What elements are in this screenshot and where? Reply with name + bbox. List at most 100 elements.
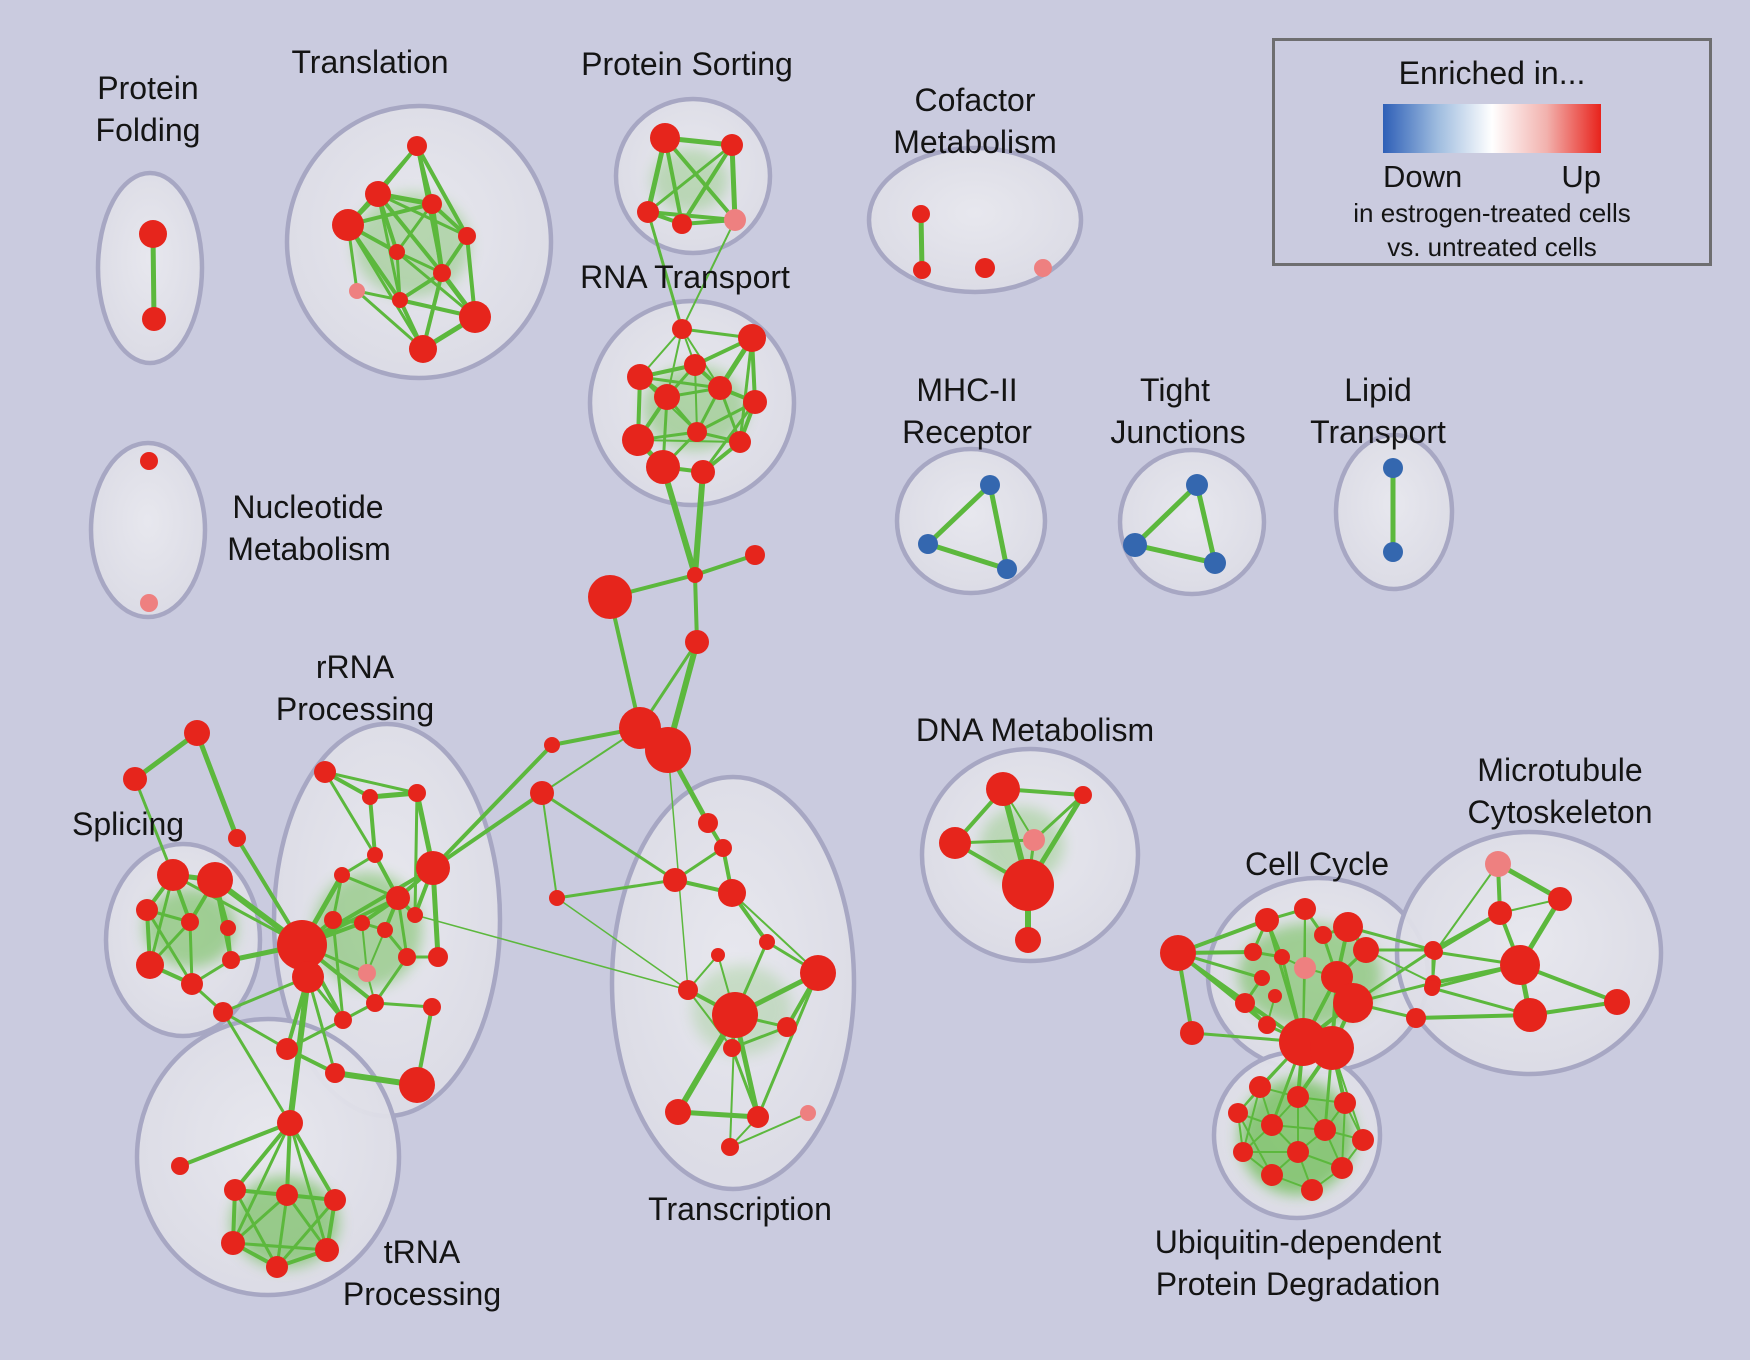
cluster-label: Splicing xyxy=(72,806,184,842)
gene-set-node xyxy=(416,851,450,885)
similarity-edge xyxy=(693,553,757,577)
gene-set-node xyxy=(367,847,383,863)
gene-set-node xyxy=(408,784,426,802)
similarity-edge xyxy=(918,211,925,273)
similarity-edge xyxy=(756,971,820,1119)
gene-set-node xyxy=(1235,993,1255,1013)
gene-set-node xyxy=(980,475,1000,495)
similarity-edge xyxy=(1132,542,1218,566)
gene-set-node xyxy=(721,134,743,156)
similarity-edge xyxy=(178,1121,292,1168)
gene-set-node xyxy=(136,951,164,979)
gene-set-node xyxy=(986,772,1020,806)
gene-set-node xyxy=(458,227,476,245)
cluster-ellipse-mhc-ii-receptor xyxy=(894,446,1048,596)
gene-set-node xyxy=(433,264,451,282)
similarity-edge xyxy=(355,289,425,351)
gene-set-node xyxy=(1294,898,1316,920)
cluster-label: tRNA xyxy=(384,1234,461,1270)
gene-set-node xyxy=(221,1231,245,1255)
similarity-edge xyxy=(373,955,409,1005)
gene-set-node xyxy=(1334,1092,1356,1114)
similarity-edge xyxy=(133,777,175,877)
legend-title: Enriched in... xyxy=(1398,55,1586,91)
gene-set-node xyxy=(1294,957,1316,979)
cluster-label: Protein Sorting xyxy=(581,46,793,82)
similarity-edge xyxy=(413,791,419,917)
cluster-label: Metabolism xyxy=(893,124,1057,160)
gene-set-node xyxy=(913,261,931,279)
gene-set-node xyxy=(1254,970,1270,986)
gene-set-node xyxy=(213,1002,233,1022)
gene-set-node xyxy=(1383,542,1403,562)
gene-set-node xyxy=(738,324,766,352)
gene-set-node xyxy=(392,292,408,308)
similarity-edge xyxy=(925,541,1010,572)
gene-set-node xyxy=(1331,1157,1353,1179)
gene-set-node xyxy=(1500,945,1540,985)
cluster-label: Cytoskeleton xyxy=(1468,794,1653,830)
gene-set-node xyxy=(389,244,405,260)
gene-set-node xyxy=(123,767,147,791)
cluster-label: Microtubule xyxy=(1477,752,1642,788)
gene-set-node xyxy=(1353,937,1379,963)
gene-set-node xyxy=(1333,912,1363,942)
similarity-edge xyxy=(1242,1086,1261,1153)
similarity-edge xyxy=(346,223,425,351)
gene-set-node xyxy=(1123,533,1147,557)
similarity-edge xyxy=(646,210,737,222)
gene-set-node xyxy=(1255,908,1279,932)
gene-set-node xyxy=(1383,458,1403,478)
gene-set-node xyxy=(654,384,680,410)
similarity-edge xyxy=(323,770,419,795)
similarity-edge xyxy=(275,1193,289,1269)
cluster-ellipse-tight-junctions xyxy=(1117,447,1267,597)
similarity-edge xyxy=(701,400,757,474)
similarity-edge xyxy=(431,791,544,870)
similarity-edge xyxy=(680,143,734,226)
similarity-edge xyxy=(1434,863,1499,953)
gene-set-node xyxy=(136,899,158,921)
similarity-edge xyxy=(1237,1112,1273,1176)
legend-gradient-bar xyxy=(1383,104,1601,154)
gene-set-node xyxy=(142,307,166,331)
gene-set-node xyxy=(366,994,384,1012)
gene-set-node xyxy=(645,727,691,773)
gene-set-node xyxy=(723,1039,741,1057)
similarity-edge xyxy=(373,1001,434,1009)
similarity-edge xyxy=(608,595,642,730)
gene-set-node xyxy=(698,813,718,833)
similarity-edge xyxy=(738,336,754,444)
gene-set-node xyxy=(800,955,836,991)
gene-set-node xyxy=(745,545,765,565)
cluster-label: RNA Transport xyxy=(580,259,790,295)
similarity-edge xyxy=(395,250,477,319)
gene-set-node xyxy=(228,829,246,847)
gene-set-node xyxy=(685,630,709,654)
similarity-edge xyxy=(221,1010,289,1051)
gene-set-node xyxy=(711,948,725,962)
gene-set-node xyxy=(423,998,441,1016)
gene-set-node xyxy=(530,781,554,805)
gene-set-node xyxy=(292,961,324,993)
gene-set-node xyxy=(997,559,1017,579)
similarity-edge xyxy=(288,1121,337,1202)
gene-set-node xyxy=(1604,989,1630,1015)
gene-set-node xyxy=(358,964,376,982)
gene-set-node xyxy=(1034,259,1052,277)
gene-set-node xyxy=(1204,552,1226,574)
gene-set-node xyxy=(334,867,350,883)
legend-up-label: Up xyxy=(1561,159,1601,195)
gene-set-node xyxy=(729,431,751,453)
similarity-edge xyxy=(730,1046,760,1119)
gene-set-node xyxy=(1274,949,1290,965)
gene-set-node xyxy=(622,424,654,456)
similarity-edge xyxy=(415,144,469,238)
similarity-edge xyxy=(233,1121,292,1192)
similarity-edge xyxy=(556,897,689,991)
gene-set-node xyxy=(277,1110,303,1136)
gene-set-node xyxy=(276,1184,298,1206)
gene-set-node xyxy=(724,209,746,231)
gene-set-node xyxy=(800,1105,816,1121)
gene-set-node xyxy=(1002,859,1054,911)
